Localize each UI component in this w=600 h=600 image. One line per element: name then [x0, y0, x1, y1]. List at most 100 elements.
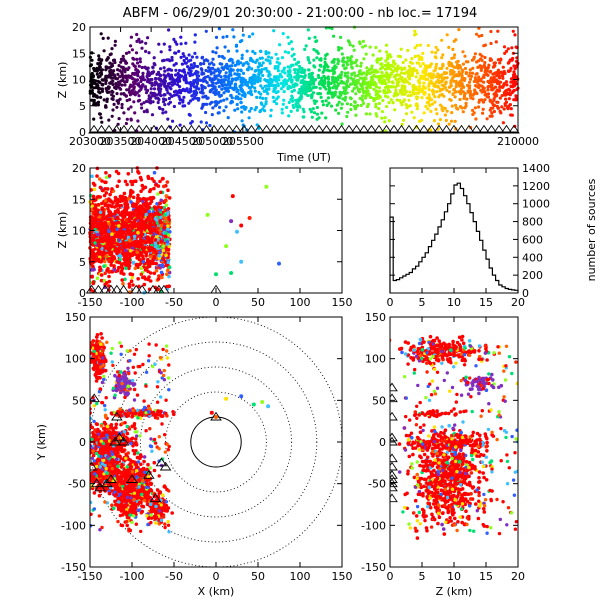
time-height-source — [163, 93, 167, 97]
time-height-source — [193, 72, 197, 76]
time-height-source — [450, 104, 454, 108]
time-height-source — [314, 99, 318, 103]
time-height-source — [140, 106, 144, 110]
time-height-source — [132, 100, 136, 104]
time-height-source — [305, 85, 309, 89]
time-height-source — [178, 79, 182, 83]
x-height-source — [129, 216, 133, 220]
time-height-source — [258, 49, 263, 53]
time-height-source — [344, 60, 349, 64]
time-height-source — [301, 107, 305, 111]
time-height-source — [315, 117, 319, 121]
time-height-source — [163, 103, 167, 107]
x-height-source — [148, 238, 153, 242]
time-height-source — [250, 78, 254, 82]
time-height-source — [495, 100, 499, 104]
time-height-source — [409, 70, 413, 74]
time-height-source — [290, 47, 294, 51]
x-height-source — [132, 240, 137, 245]
time-height-source — [253, 108, 257, 112]
x-height-source — [145, 266, 149, 270]
x-height-source — [112, 256, 117, 260]
time-height-source — [360, 97, 364, 101]
time-height-source — [163, 69, 167, 73]
time-height-source — [156, 87, 160, 91]
x-height-source — [156, 277, 161, 281]
time-height-source — [438, 66, 442, 71]
x-height-source — [156, 192, 160, 196]
time-height-source — [300, 79, 304, 83]
time-height-source — [276, 84, 280, 88]
x-height-source — [106, 267, 110, 271]
x-height-source — [135, 205, 139, 210]
time-height-source — [486, 88, 490, 92]
x-height-source — [98, 267, 103, 272]
time-height-station — [380, 124, 393, 134]
time-height-source — [339, 35, 343, 40]
time-height-source — [116, 68, 120, 72]
plan-view-source — [84, 461, 88, 465]
x-height-source — [110, 220, 114, 224]
time-height-source — [421, 51, 425, 56]
x-height-source — [152, 255, 157, 260]
x-height-source — [161, 176, 165, 181]
x-height-source — [141, 240, 145, 244]
time-height-source — [333, 70, 337, 75]
time-height-source — [203, 102, 207, 106]
x-height-source — [161, 248, 166, 253]
x-height-source — [139, 266, 144, 271]
time-height-source — [210, 61, 214, 65]
time-height-source — [324, 99, 328, 103]
time-height-source — [272, 87, 276, 91]
time-height-source — [105, 99, 109, 104]
x-height-source — [115, 197, 120, 202]
x-height-source — [100, 201, 104, 206]
time-height-source — [338, 90, 342, 94]
time-height-source — [452, 88, 456, 92]
histogram-ytick-label: 200 — [522, 269, 543, 282]
time-height-source — [321, 103, 325, 107]
x-height-source — [96, 225, 101, 230]
time-height-source — [232, 35, 236, 39]
x-height-source — [102, 259, 107, 264]
time-height-source — [129, 44, 133, 48]
time-height-xtick-label: 205500 — [222, 135, 264, 148]
time-height-source — [475, 91, 479, 96]
time-height-source — [413, 54, 417, 59]
time-height-source — [174, 68, 178, 72]
time-height-source — [251, 59, 255, 64]
time-height-source — [271, 95, 275, 99]
time-height-source — [417, 85, 421, 89]
x-height-source — [126, 172, 131, 176]
time-height-xtick-label: 205000 — [191, 135, 233, 148]
time-height-source — [315, 105, 319, 110]
x-height-source — [116, 210, 121, 214]
time-height-source — [498, 61, 502, 65]
x-height-outlier — [277, 261, 281, 266]
time-height-source — [169, 73, 174, 77]
time-height-ytick-label: 0 — [79, 126, 86, 139]
time-height-source — [226, 49, 230, 53]
time-height-source — [253, 89, 257, 93]
time-height-source — [183, 89, 188, 93]
time-height-source — [359, 61, 363, 65]
time-height-source — [436, 85, 440, 89]
x-height-source — [154, 261, 158, 266]
time-height-source — [184, 73, 188, 77]
time-height-source — [131, 62, 135, 66]
time-height-source — [97, 54, 101, 58]
time-height-source — [202, 62, 206, 66]
time-height-source — [170, 83, 174, 87]
time-height-station — [238, 124, 250, 134]
time-height-source — [276, 95, 280, 99]
time-height-source — [289, 109, 293, 113]
time-height-source — [483, 90, 487, 94]
x-height-source — [99, 273, 104, 277]
x-height-source — [103, 202, 108, 207]
time-height-source — [240, 110, 244, 114]
time-height-source — [120, 102, 124, 107]
time-height-source — [101, 36, 105, 41]
x-height-xtick-label: 0 — [213, 296, 220, 309]
x-height-source — [107, 274, 111, 279]
time-height-source — [379, 67, 383, 71]
